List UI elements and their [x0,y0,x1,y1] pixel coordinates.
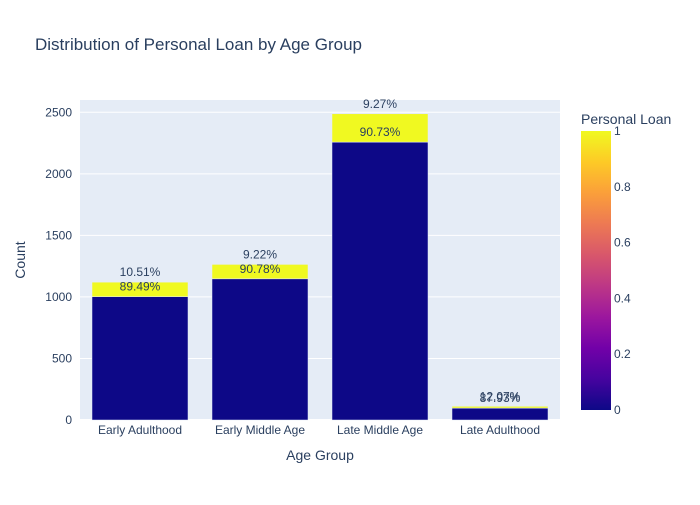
bar-loan [91,281,189,297]
colorbar-gradient [581,131,611,410]
bar-loan [451,406,549,409]
x-tick-label: Late Adulthood [460,423,540,437]
x-tick-label: Early Middle Age [215,423,305,437]
data-label: 89.49% [120,280,161,294]
data-label: 9.27% [363,97,397,111]
x-axis-label: Age Group [286,447,354,463]
y-tick-label: 2500 [45,105,72,119]
y-tick-label: 500 [52,351,72,365]
chart-title: Distribution of Personal Loan by Age Gro… [35,35,362,54]
x-axis-ticks: Early Adulthood Early Middle Age Late Midd… [98,423,540,437]
x-tick-label: Early Adulthood [98,423,182,437]
bar-no-loan [91,296,189,421]
data-label: 87.93% [480,391,521,405]
x-tick-label: Late Middle Age [337,423,423,437]
data-label: 12.07% [480,389,521,403]
y-tick-label: 2000 [45,167,72,181]
bar-no-loan [451,407,549,421]
colorbar-tick-label: 0.6 [614,236,631,250]
y-axis-ticks: 0 500 1000 1500 2000 2500 [45,105,72,427]
colorbar-tick-label: 0.4 [614,291,631,305]
bars [91,113,549,421]
y-tick-label: 1000 [45,290,72,304]
data-label: 90.73% [360,125,401,139]
y-axis-label: Count [12,241,28,278]
colorbar-tick-label: 0 [614,403,621,417]
data-labels: 89.49%10.51% 90.78%9.22% 90.73% 9.27% 87.93%… [120,97,521,405]
colorbar-tick-label: 0.2 [614,347,631,361]
bar-loan [331,113,429,143]
colorbar-tick-label: 0.8 [614,180,631,194]
bar-no-loan [211,278,309,421]
colorbar-title: Personal Loan [581,111,671,127]
colorbar-tick-label: 1 [614,124,621,138]
data-label: 10.51% [120,265,161,279]
bar-no-loan [331,141,429,421]
y-tick-label: 0 [65,413,72,427]
colorbar: Personal Loan 0 0.2 0.4 0.6 0.8 1 [581,111,671,417]
data-label: 90.78% [240,262,281,276]
data-label: 9.22% [243,247,277,261]
y-tick-label: 1500 [45,228,72,242]
bar-loan [211,264,309,280]
